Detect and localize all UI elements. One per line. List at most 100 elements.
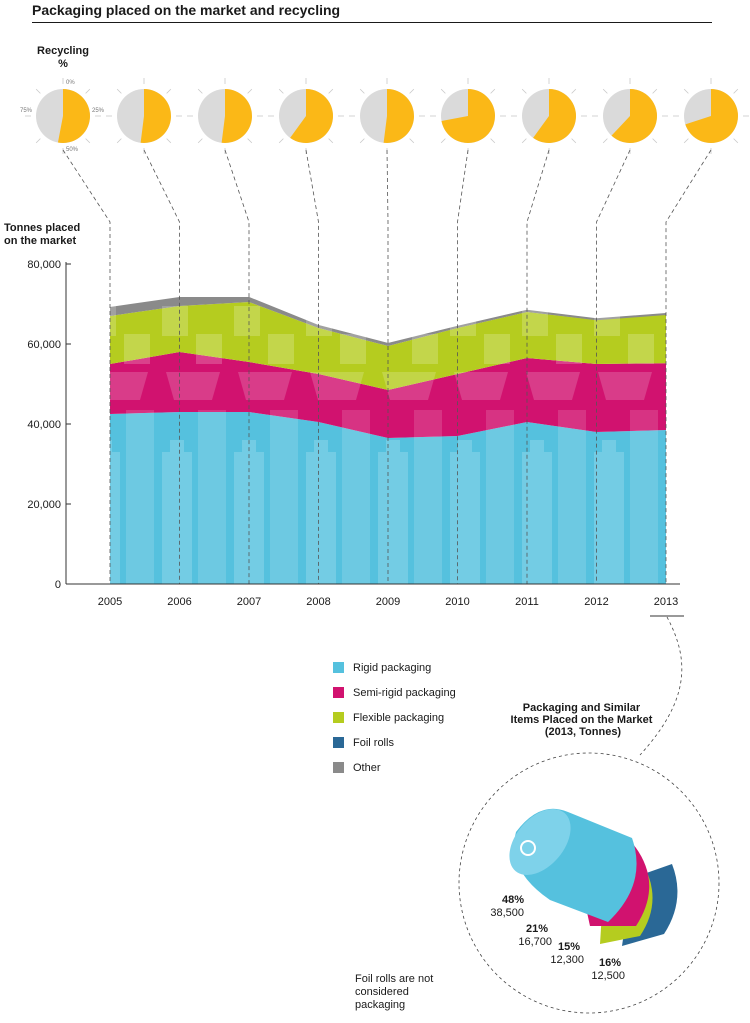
pie-tick [197,138,203,144]
flexible-texture [306,306,332,336]
pie-tick [166,88,172,94]
breakdown-title-line2: Items Placed on the Market [511,714,653,726]
pie-tick [166,138,172,144]
pie-tick [733,138,739,144]
rigid-texture [90,452,120,584]
connector-line [526,149,550,584]
pie-tick [652,138,658,144]
pie-slice-recycled [140,89,171,143]
pie-tick [602,88,608,94]
can-lid [509,809,571,875]
y-tick-label: 60,000 [27,339,61,351]
y-tick-label: 20,000 [27,499,61,511]
x-tick-label: 2008 [306,596,330,608]
recycling-pie [673,78,749,154]
rigid-texture [674,440,678,452]
legend-item: Rigid packaging [333,655,456,680]
segment-percent: 15% [558,941,580,953]
flexible-texture [378,306,404,336]
y-axis-label: Tonnes placed on the market [4,222,83,247]
breakdown-title-line1: Packaging and Similar [523,702,641,714]
legend: Rigid packaging Semi-rigid packaging Flexi… [333,655,456,780]
connector-line [596,149,631,584]
flexible-texture [700,334,726,364]
area-other [110,298,666,346]
recycling-title: Recycling [37,45,89,57]
flexible-texture [340,334,366,364]
legend-label: Flexible packaging [353,711,445,724]
segment-value: 12,300 [550,954,584,966]
semi-rigid-texture [526,372,580,400]
pie-tick [116,88,122,94]
pie-tick [409,138,415,144]
pie-tick [85,88,91,94]
flexible-texture [666,306,678,336]
flexible-texture [234,306,260,336]
pie-scale-50: 50% [66,147,79,153]
recycling-unit: % [58,58,68,70]
recycling-pie [106,78,182,154]
semi-rigid-texture [94,372,148,400]
pie-slice-recycled [533,89,576,143]
rigid-texture [594,452,624,584]
semi-rigid-texture [670,372,678,400]
pie-tick [35,138,41,144]
flexible-texture [162,306,188,336]
legend-label: Foil rolls [353,736,394,749]
semi-rigid-texture [310,372,364,400]
pie-tick [490,138,496,144]
y-tick-label: 0 [55,579,61,591]
rigid-texture [378,452,408,584]
pie-connectors [62,149,712,584]
pie-slice-recycled [611,89,658,144]
pie-tick [683,88,689,94]
pie-tick [328,138,334,144]
rigid-texture [522,452,552,584]
breakdown-title-line3: (2013, Tonnes) [545,726,622,738]
flexible-texture [90,306,116,336]
total-outline [109,297,667,346]
y-axis-label-line2: on the market [4,235,76,247]
connector-line [143,149,180,584]
segment-value: 16,700 [518,936,552,948]
x-tick-label: 2012 [584,596,608,608]
rigid-texture [306,452,336,584]
recycling-pie [268,78,344,154]
semi-rigid-texture [238,372,292,400]
pie-tick [440,88,446,94]
semi-rigid-texture [454,372,508,400]
connector-line [386,149,389,584]
connector-line [457,149,469,584]
pie-tick [116,138,122,144]
flexible-texture [484,334,510,364]
pie-tick [247,138,253,144]
rigid-texture [270,410,298,584]
recycling-pie [187,78,263,154]
rigid-texture [414,410,442,584]
x-tick-label: 2005 [98,596,122,608]
legend-swatch [333,712,344,723]
pie-tick [359,88,365,94]
pie-tick [571,138,577,144]
pie-tick [278,88,284,94]
pie-tick [490,88,496,94]
flexible-texture [412,334,438,364]
rigid-texture [558,410,586,584]
rigid-texture [450,452,480,584]
can-pull-tab [520,840,536,856]
y-axis-label-line1: Tonnes placed [4,222,80,234]
rigid-texture [342,410,370,584]
legend-item: Other [333,755,456,780]
legend-swatch [333,687,344,698]
zoom-connector [639,616,683,756]
pie-tick [733,88,739,94]
legend-label: Other [353,761,381,774]
pie-tick [359,138,365,144]
rigid-texture [98,440,112,452]
pie-tick [521,88,527,94]
connector-line [305,149,319,584]
y-ticks: 80,000 60,000 40,000 20,000 0 [27,259,71,591]
flexible-texture [628,334,654,364]
semi-rigid-texture [598,372,652,400]
y-tick-label: 40,000 [27,419,61,431]
